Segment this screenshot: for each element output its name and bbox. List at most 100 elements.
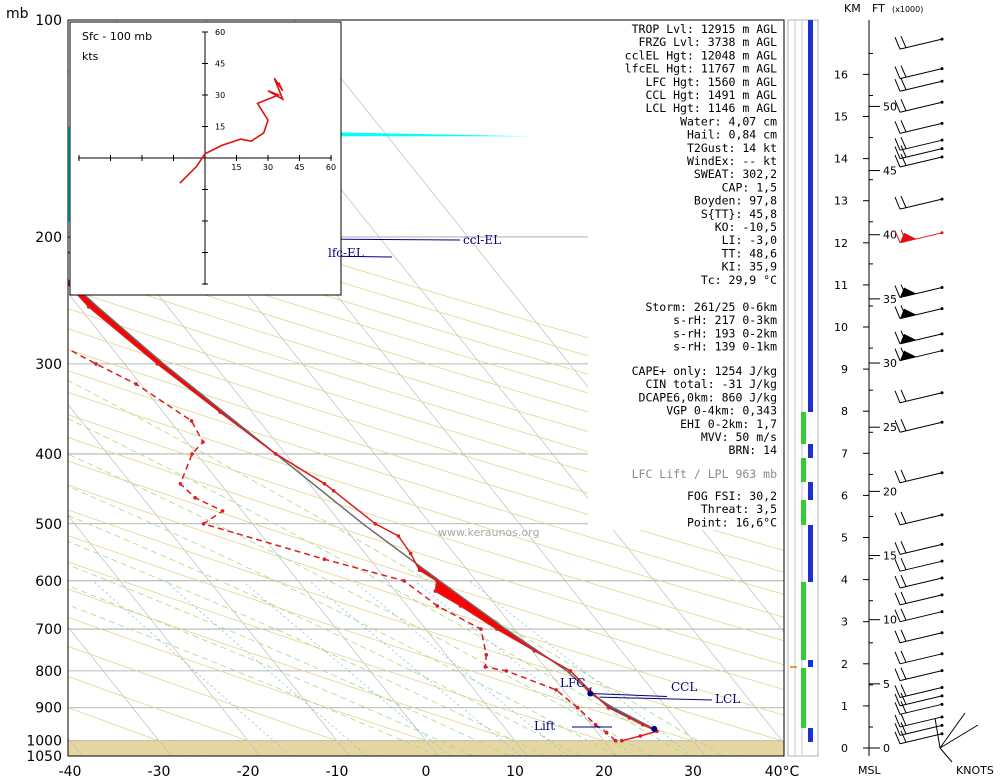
temperature-line-point [495,627,499,631]
wind-barb-feather [894,285,901,298]
wind-barb-staff [899,514,943,526]
stats-line: cclEL Hgt: 12048 m AGL [625,48,777,62]
wind-barb-feather [894,731,901,744]
km-tick-label: 13 [834,195,848,208]
dry-adiabat [68,588,563,756]
wind-barb-staff [899,611,943,623]
wind-barb-feather [894,146,901,159]
moist-adiabat [68,379,724,756]
dewpoint-line-point [134,382,138,386]
pressure-tick-label: 900 [35,701,62,717]
storm-stats-line: s-rH: 217 0-3km [673,313,777,327]
temp-tick-label: -20 [237,764,260,780]
dewpoint-line-point [94,362,98,366]
wind-barb-point [940,286,944,290]
moist-adiabat [68,564,510,756]
ccl-leader [590,693,668,698]
dry-adiabat [68,437,784,666]
wind-barb-feather [894,592,901,606]
fog-stats-line: FOG FSI: 30,2 [687,489,777,503]
wind-barb-pennant [900,308,916,319]
pressure-tick-label: 400 [35,447,62,463]
km-tick-label: 9 [841,363,848,376]
wind-barb-point [940,732,944,736]
temperature-line-point [620,738,624,743]
km-tick-label: 7 [841,447,848,460]
wind-barb-staff [899,122,943,134]
km-axis-title: KM [844,2,861,15]
stats-line: LI: -3,0 [722,233,777,247]
wind-barb-feather [900,591,907,604]
wind-barb-staff [899,421,943,433]
temperature-line-point [638,734,643,738]
wind-barb-staff [899,560,943,572]
dewpoint-line-point [479,627,483,631]
wind-barb-feather [894,668,901,681]
dry-adiabat [68,196,784,412]
wind-barb-point [940,631,944,635]
wind-barb-feather [900,511,907,524]
wind-barb-point [940,121,944,125]
temp-tick-label: 0 [422,764,431,780]
dewpoint-line-point [322,557,327,561]
moist-adiabat [68,514,581,756]
temperature-line-point [641,722,645,727]
temp-tick-label: 40°C [765,764,800,780]
km-tick-label: 3 [841,616,848,629]
wind-barb-feather [894,575,901,589]
wind-barb-staff [899,38,943,50]
wind-barb-feather [894,512,901,526]
ft-tick-label: 35 [883,293,897,306]
hodograph-x-tick-label: 30 [263,163,273,172]
hodograph-trace [179,77,285,184]
wind-barb-staff [899,703,943,715]
wind-barb-pennant [900,287,916,298]
moisture-bar [801,412,806,444]
wind-barb-feather [900,701,907,714]
cape-stats-line: EHI 0-2km: 1,7 [680,417,777,431]
km-tick-label: 15 [834,111,848,124]
dry-adiabat [68,349,784,573]
stats-line: WindEx: -- kt [687,154,777,168]
wind-barb-point [940,513,944,517]
wind-barb-feather [894,714,901,728]
ft-axis-unit: (x1000) [892,5,923,14]
dewpoint-line-point [189,419,194,423]
dewpoint-line-point [201,440,205,444]
wind-barb-feather [900,145,907,158]
watermark: www.keraunos.org [438,526,539,539]
wind-barb-point [940,685,944,689]
stats-line: CCL Hgt: 1491 m AGL [645,88,777,102]
wind-barb-feather [894,558,901,572]
wind-barb-point [940,100,944,104]
wind-barb-point [940,37,944,41]
wind-barb-feather [894,693,901,707]
wind-barb-feather [894,100,901,113]
mixing-ratio-line [92,580,292,756]
stats-line: lfcEL Hgt: 11767 m AGL [625,62,777,76]
isotherm-line [68,626,172,756]
wind-barb-feather [894,685,901,698]
wind-barb-feather [900,608,907,621]
wind-barb-staff [899,148,943,160]
lift-label: Lift [534,719,555,733]
wind-barb-staff [899,80,943,92]
ft-tick-label: 20 [883,485,897,498]
moist-adiabat [68,540,546,756]
storm-stats-line: s-rH: 193 0-2km [673,326,777,340]
wind-barb-staff [899,350,943,362]
wind-barb-point [940,702,944,706]
dewpoint-line [68,348,617,742]
wind-barb-staff [899,139,943,151]
lfc-leader [589,686,592,694]
isotherm-line [68,515,261,756]
km-tick-label: 5 [841,532,848,545]
dewpoint-line-point [201,522,206,526]
stats-line: Tc: 29,9 °C [701,273,777,287]
surface-wind-barb [939,712,966,749]
pressure-tick-label: 200 [35,230,62,246]
wind-barb-point [940,332,944,336]
km-tick-label: 2 [841,658,848,671]
moisture-bar [801,500,806,525]
moist-adiabat [68,453,652,756]
